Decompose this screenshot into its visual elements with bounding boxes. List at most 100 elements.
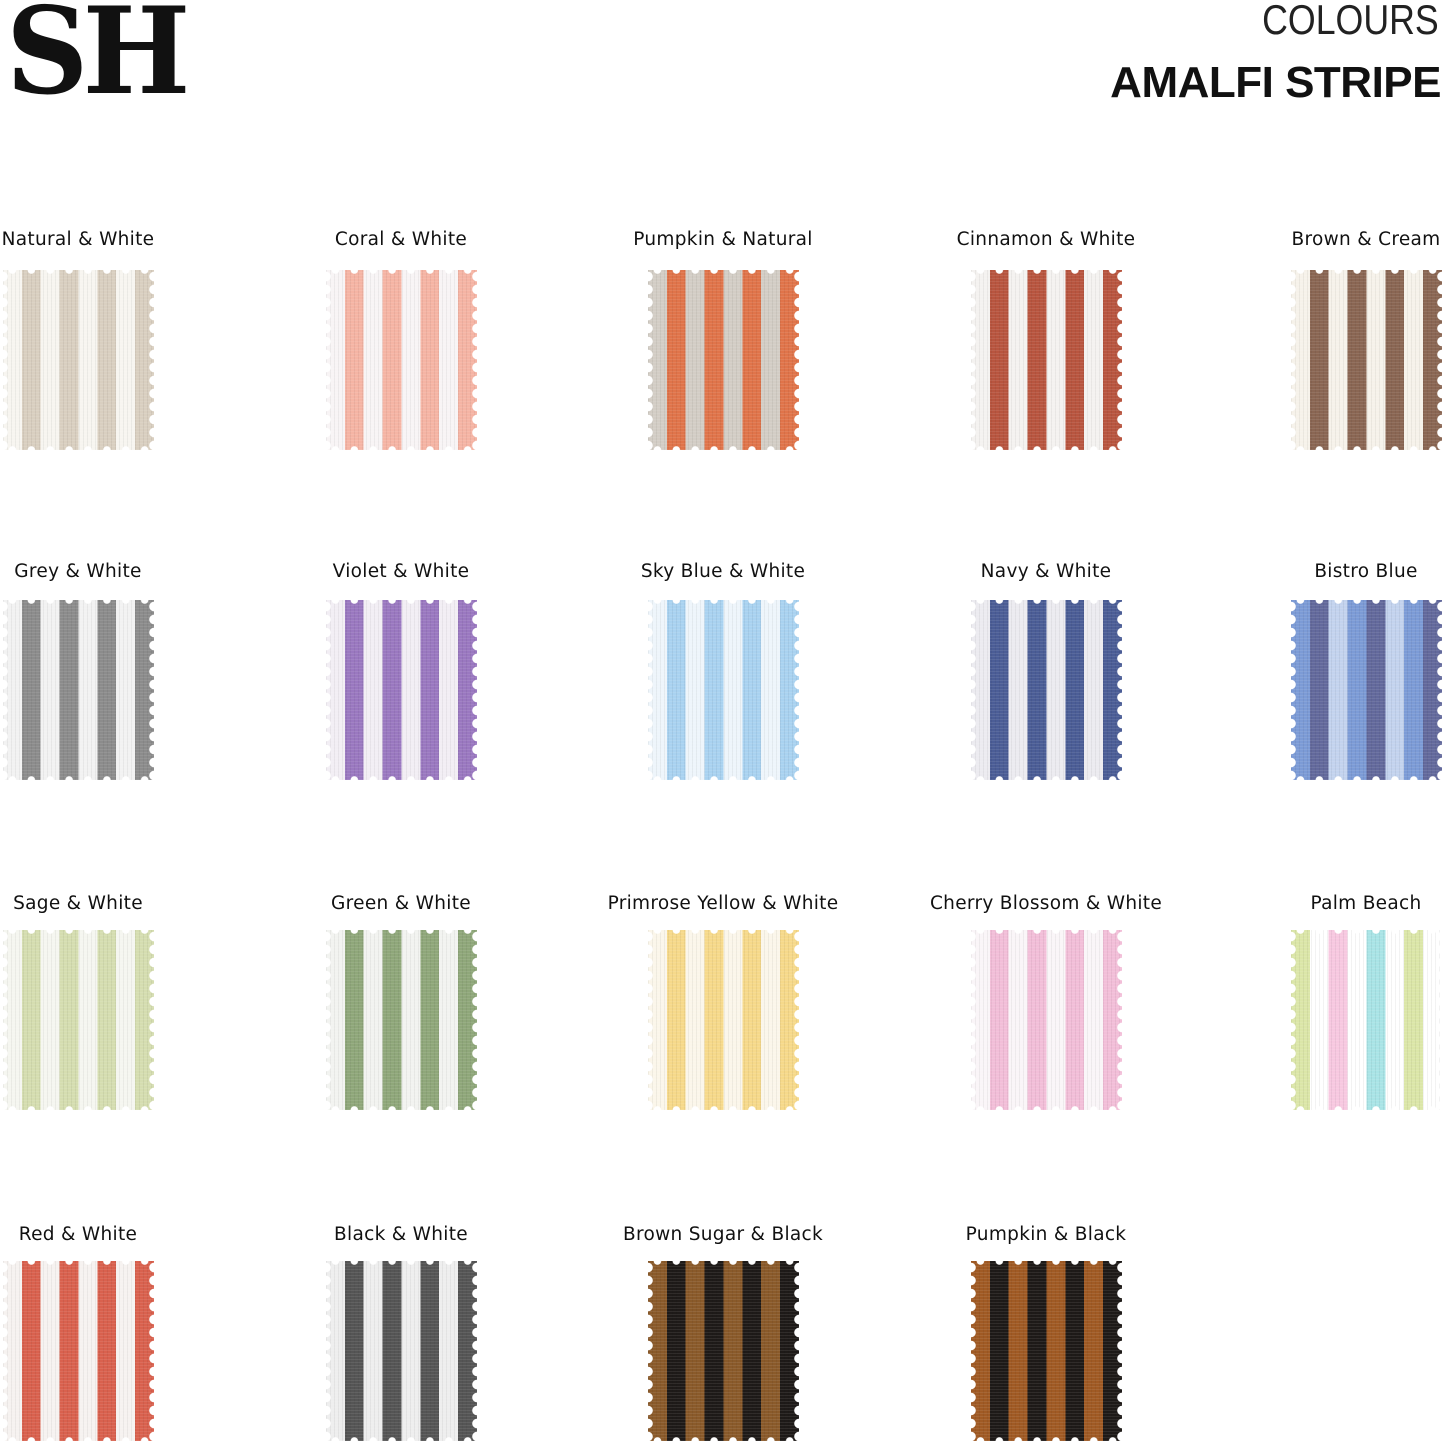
pinked-edge	[3, 930, 154, 935]
pinked-edge	[1116, 930, 1122, 1110]
pinked-edge	[326, 1261, 477, 1266]
page-title: AMALFI STRIPE	[1110, 58, 1441, 107]
pinked-edge	[648, 930, 654, 1110]
fabric-swatch	[648, 600, 799, 780]
pinked-edge	[3, 1261, 154, 1266]
pinked-edge	[971, 1261, 977, 1441]
pinked-edge	[648, 600, 654, 780]
swatch-label: Green & White	[331, 893, 471, 914]
fabric-swatch	[971, 930, 1122, 1110]
pinked-edge	[3, 270, 154, 275]
swatch-label: Red & White	[18, 1224, 138, 1245]
brand-logo: SH	[6, 0, 190, 122]
pinked-edge	[3, 600, 154, 605]
swatch-label: Sage & White	[13, 893, 143, 914]
swatch-label: Palm Beach	[1310, 893, 1422, 914]
fabric-texture	[3, 1261, 154, 1441]
fabric-texture	[326, 270, 477, 450]
fabric-swatch	[648, 270, 799, 450]
pinked-edge	[971, 600, 977, 780]
swatch-label: Black & White	[334, 1224, 468, 1245]
pinked-edge	[3, 1105, 154, 1110]
fabric-texture	[3, 600, 154, 780]
pinked-edge	[1116, 1261, 1122, 1441]
fabric-swatch	[3, 1261, 154, 1441]
pinked-edge	[971, 1261, 1122, 1266]
fabric-swatch	[326, 270, 477, 450]
fabric-texture	[971, 270, 1122, 450]
pinked-edge	[1436, 600, 1442, 780]
pinked-edge	[326, 445, 477, 450]
fabric-texture	[648, 600, 799, 780]
fabric-texture	[326, 1261, 477, 1441]
pinked-edge	[971, 270, 977, 450]
pinked-edge	[1291, 930, 1297, 1110]
fabric-swatch	[648, 930, 799, 1110]
swatch-label: Cinnamon & White	[956, 229, 1136, 250]
pinked-edge	[1291, 270, 1297, 450]
swatch-label: Brown & Cream	[1291, 229, 1441, 250]
fabric-swatch	[971, 270, 1122, 450]
pinked-edge	[3, 600, 9, 780]
pinked-edge	[148, 600, 154, 780]
pinked-edge	[648, 1261, 654, 1441]
swatch-label: Brown Sugar & Black	[622, 1224, 824, 1245]
pinked-edge	[148, 930, 154, 1110]
fabric-swatch	[3, 930, 154, 1110]
pinked-edge	[1291, 600, 1297, 780]
swatch-label: Violet & White	[332, 561, 470, 582]
swatch-label: Sky Blue & White	[640, 561, 806, 582]
fabric-swatch	[1291, 270, 1442, 450]
pinked-edge	[971, 445, 1122, 450]
swatch-label: Bistro Blue	[1314, 561, 1418, 582]
header-subtitle: COLOURS	[1262, 0, 1439, 43]
swatch-label: Navy & White	[980, 561, 1112, 582]
pinked-edge	[471, 1261, 477, 1441]
pinked-edge	[648, 270, 654, 450]
pinked-edge	[971, 1105, 1122, 1110]
pinked-edge	[3, 270, 9, 450]
pinked-edge	[1116, 600, 1122, 780]
pinked-edge	[3, 445, 154, 450]
pinked-edge	[648, 600, 799, 605]
pinked-edge	[793, 600, 799, 780]
pinked-edge	[326, 600, 477, 605]
fabric-texture	[971, 600, 1122, 780]
pinked-edge	[648, 1105, 799, 1110]
pinked-edge	[471, 270, 477, 450]
pinked-edge	[793, 930, 799, 1110]
fabric-texture	[1291, 600, 1442, 780]
pinked-edge	[3, 1261, 9, 1441]
fabric-texture	[3, 270, 154, 450]
swatch-label: Natural & White	[1, 229, 155, 250]
pinked-edge	[1436, 270, 1442, 450]
fabric-swatch	[971, 1261, 1122, 1441]
fabric-texture	[326, 930, 477, 1110]
pinked-edge	[971, 775, 1122, 780]
pinked-edge	[326, 930, 332, 1110]
swatch-label: Coral & White	[334, 229, 468, 250]
swatch-label: Cherry Blossom & White	[929, 893, 1163, 914]
fabric-swatch	[3, 270, 154, 450]
pinked-edge	[971, 930, 977, 1110]
fabric-swatch	[326, 600, 477, 780]
fabric-swatch	[971, 600, 1122, 780]
pinked-edge	[648, 930, 799, 935]
pinked-edge	[971, 270, 1122, 275]
pinked-edge	[648, 1436, 799, 1441]
pinked-edge	[3, 1436, 154, 1441]
pinked-edge	[1291, 1105, 1442, 1110]
pinked-edge	[971, 1436, 1122, 1441]
pinked-edge	[793, 1261, 799, 1441]
pinked-edge	[326, 1436, 477, 1441]
pinked-edge	[3, 930, 9, 1110]
fabric-swatch	[1291, 930, 1442, 1110]
pinked-edge	[1291, 270, 1442, 275]
fabric-swatch	[3, 600, 154, 780]
swatch-label: Pumpkin & Black	[965, 1224, 1127, 1245]
pinked-edge	[971, 600, 1122, 605]
fabric-swatch	[648, 1261, 799, 1441]
fabric-texture	[3, 930, 154, 1110]
fabric-texture	[648, 930, 799, 1110]
pinked-edge	[326, 1105, 477, 1110]
